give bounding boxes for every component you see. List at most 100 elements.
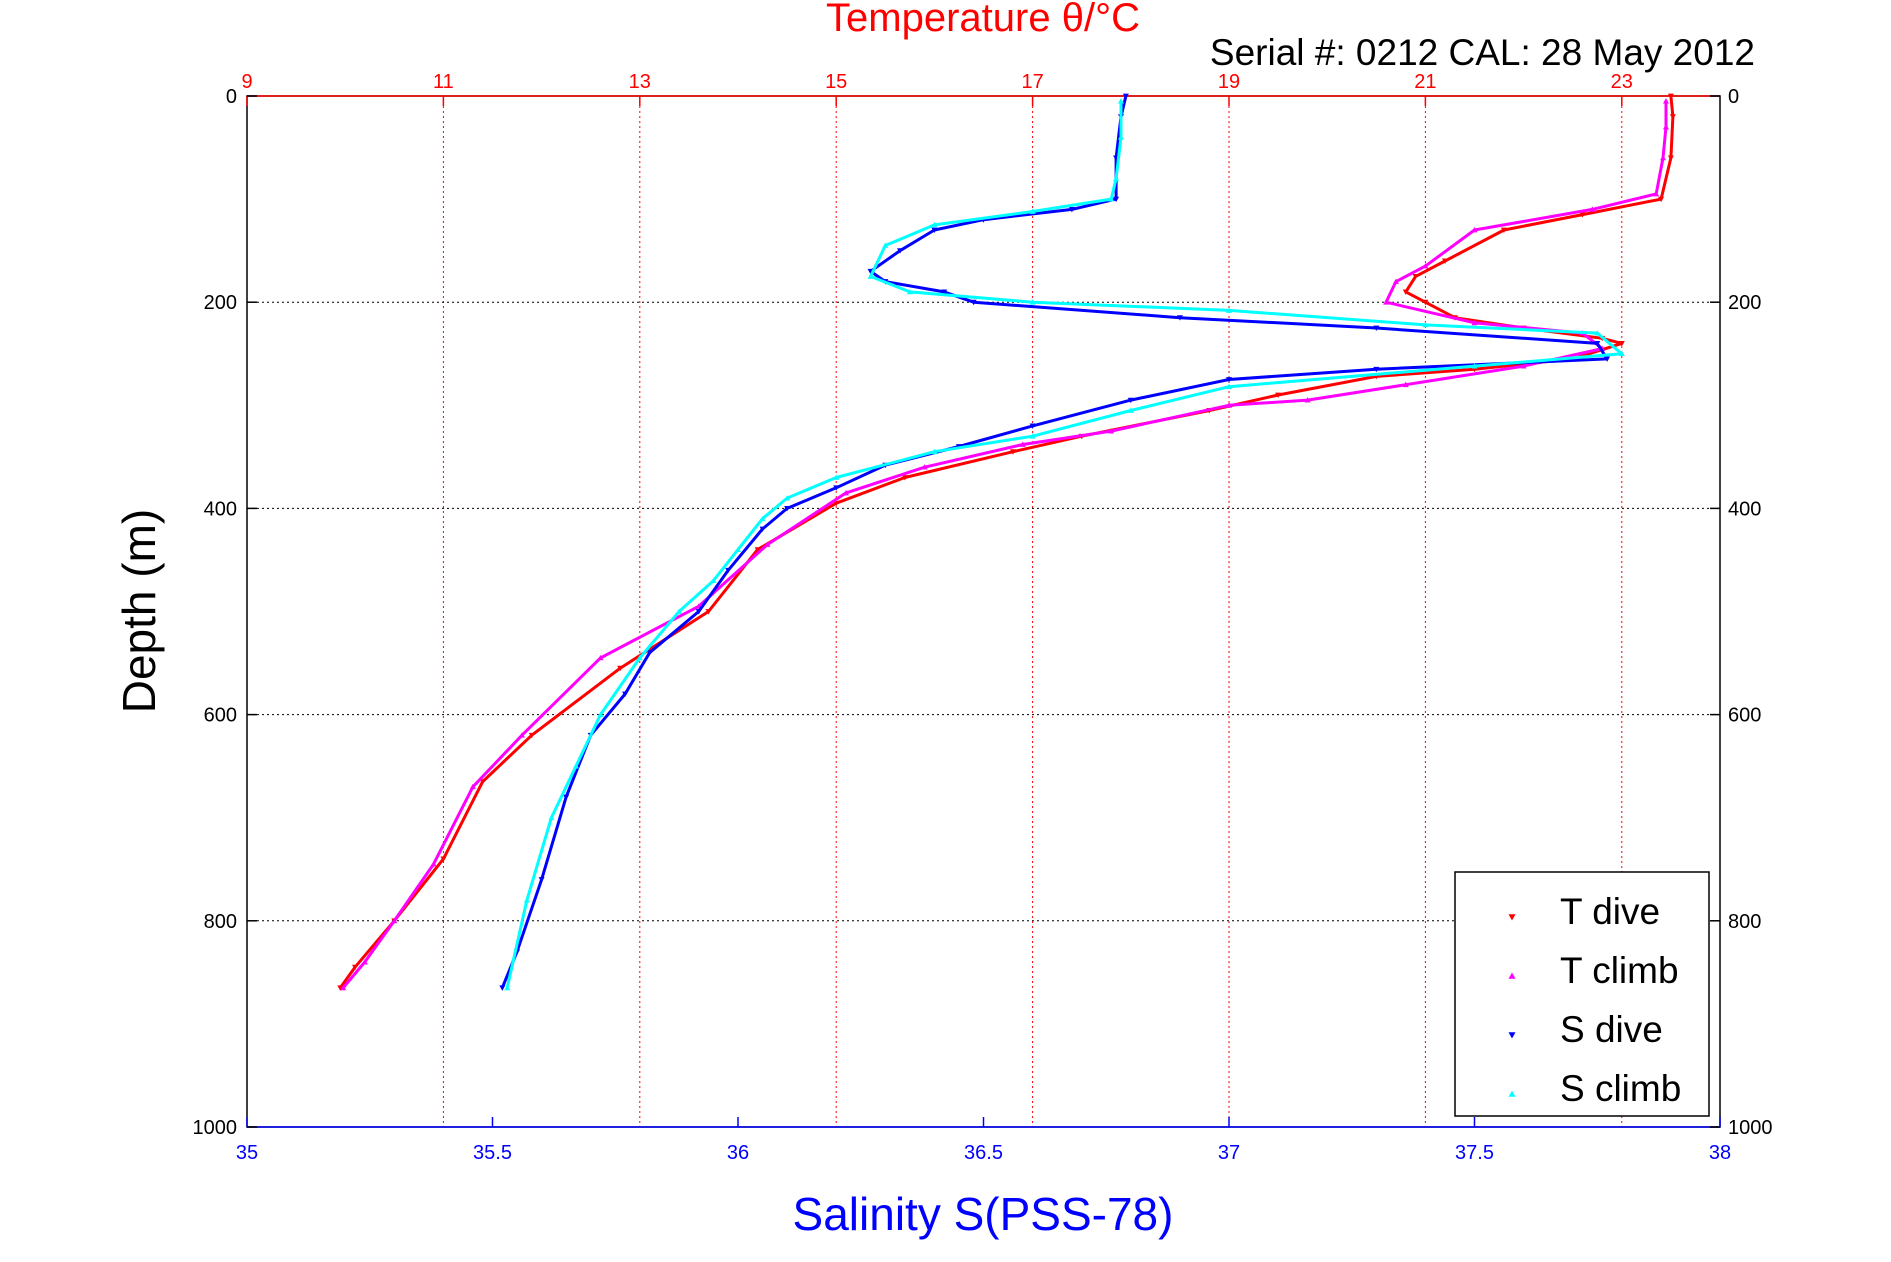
data-point <box>1029 208 1036 214</box>
data-point <box>1658 196 1665 203</box>
tick-label-depth-right: 600 <box>1728 705 1761 727</box>
data-point <box>941 289 948 295</box>
data-point <box>1122 93 1129 99</box>
tick-label-depth-left: 1000 <box>193 1117 238 1139</box>
data-point <box>340 984 347 991</box>
data-point <box>1226 402 1232 408</box>
data-point <box>597 711 604 717</box>
data-point <box>499 985 506 991</box>
data-point <box>1402 381 1409 388</box>
series-t-climb <box>340 98 1669 991</box>
y-axis-label: Depth (m) <box>113 509 165 713</box>
data-point <box>970 299 977 306</box>
data-point <box>1579 212 1586 218</box>
data-point <box>1029 423 1036 429</box>
data-point <box>548 814 555 821</box>
data-point <box>617 665 624 672</box>
legend-label-s-dive: S dive <box>1560 1009 1663 1050</box>
legend-box <box>1454 871 1710 1117</box>
data-point <box>563 794 570 801</box>
data-point <box>710 577 717 583</box>
data-point <box>901 475 908 481</box>
data-point <box>1176 315 1183 321</box>
data-point <box>1618 350 1625 357</box>
data-point <box>1117 98 1124 104</box>
data-point <box>1304 397 1311 403</box>
tick-label-depth-right: 1000 <box>1728 1117 1773 1139</box>
data-point <box>1660 154 1667 161</box>
tick-label-depth-right: 800 <box>1728 911 1761 933</box>
data-point <box>469 783 476 790</box>
tick-label-temperature: 13 <box>629 71 651 93</box>
data-point <box>1667 93 1674 99</box>
data-point <box>528 732 535 739</box>
tick-label-temperature: 21 <box>1414 71 1436 93</box>
data-point <box>784 506 791 512</box>
tick-label-salinity: 37 <box>1218 1142 1240 1164</box>
data-point <box>1402 289 1409 295</box>
data-point <box>1373 366 1380 373</box>
data-point <box>440 856 447 862</box>
series-trace <box>505 101 1624 989</box>
tick-label-depth-right: 0 <box>1728 86 1739 108</box>
data-point <box>1226 383 1232 390</box>
data-point <box>1108 196 1115 202</box>
data-point <box>1594 330 1601 336</box>
data-point <box>479 779 486 785</box>
data-point <box>1108 428 1115 434</box>
data-point <box>1442 258 1449 264</box>
legend-label-t-dive: T dive <box>1560 891 1660 932</box>
data-point <box>622 691 629 697</box>
data-point <box>906 288 913 295</box>
legend-label-t-climb: T climb <box>1560 950 1679 991</box>
legend-marker <box>1508 1090 1516 1097</box>
tick-label-depth-left: 200 <box>204 292 237 314</box>
data-point <box>1500 227 1507 234</box>
data-point <box>754 547 761 553</box>
data-point <box>759 526 766 533</box>
data-point <box>1113 196 1120 203</box>
data-point <box>430 861 437 867</box>
tick-label-temperature: 11 <box>433 71 454 93</box>
tick-label-depth-left: 0 <box>226 86 237 108</box>
data-point <box>843 489 850 496</box>
data-point <box>572 763 579 769</box>
data-point <box>337 985 344 991</box>
data-point <box>1594 341 1601 347</box>
data-point <box>538 877 545 883</box>
data-point <box>1383 299 1390 305</box>
chart-subtitle: Serial #: 0212 CAL: 28 May 2012 <box>1210 32 1755 73</box>
data-point <box>1127 407 1134 413</box>
data-point <box>1662 98 1669 104</box>
legend-marker <box>1508 972 1516 979</box>
data-point <box>676 608 683 614</box>
data-point <box>646 650 653 656</box>
tick-label-salinity: 35 <box>236 1142 258 1164</box>
data-point <box>931 221 938 228</box>
data-point <box>1471 363 1478 369</box>
data-point <box>1068 207 1075 213</box>
tick-label-salinity: 37.5 <box>1455 1142 1494 1164</box>
data-point <box>504 984 511 991</box>
series-trace <box>500 95 1609 989</box>
data-point <box>1392 278 1399 284</box>
legend-marker <box>1508 1032 1516 1039</box>
data-point <box>1653 190 1660 197</box>
data-point <box>764 541 771 547</box>
data-point <box>1029 433 1036 439</box>
tick-layer: 9 11 13 15 17 19 21 23 0 0 200 200 400 400 600 600 800 80… <box>193 71 1773 1164</box>
data-point <box>784 495 791 501</box>
chart-title: Temperature θ/°C <box>826 0 1140 40</box>
data-point <box>833 474 840 480</box>
legend: T dive T climb S dive S climb <box>1454 871 1710 1117</box>
data-point <box>1422 263 1429 269</box>
data-point <box>931 448 938 455</box>
data-point <box>833 485 840 491</box>
tick-label-temperature: 17 <box>1021 71 1043 93</box>
data-point <box>1127 397 1134 404</box>
data-point <box>1667 155 1674 161</box>
series-s-dive <box>499 93 1611 991</box>
data-point <box>1471 319 1478 326</box>
data-point <box>931 227 938 234</box>
tick-label-temperature: 9 <box>241 71 252 93</box>
